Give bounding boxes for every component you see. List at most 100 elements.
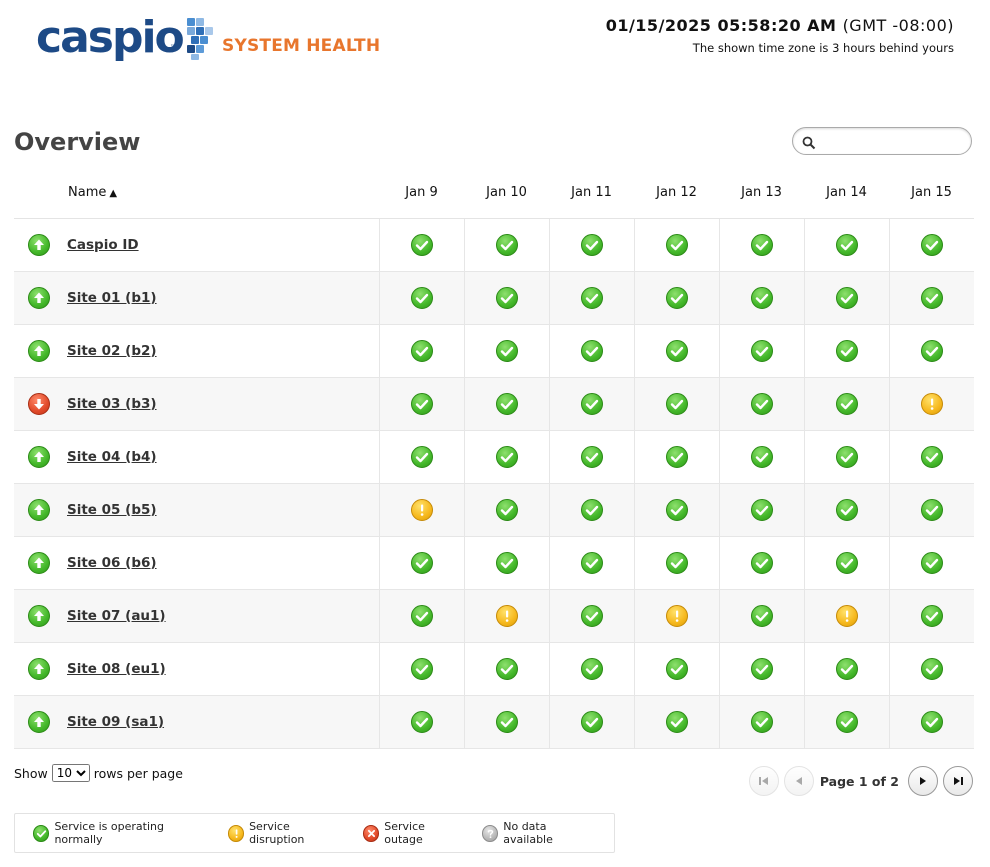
next-page-button[interactable]: [908, 766, 938, 796]
ok-check-icon[interactable]: [750, 657, 773, 680]
warning-icon[interactable]: [835, 604, 858, 627]
column-header-name[interactable]: Name ▲: [14, 168, 379, 219]
ok-check-icon[interactable]: [750, 551, 773, 574]
service-link[interactable]: Site 01 (b1): [67, 289, 157, 306]
status-cell: [463, 218, 549, 272]
service-link[interactable]: Site 09 (sa1): [67, 713, 165, 730]
service-link[interactable]: Site 06 (b6): [67, 554, 157, 571]
service-link[interactable]: Site 08 (eu1): [67, 660, 166, 677]
ok-check-icon[interactable]: [410, 233, 433, 256]
ok-check-icon[interactable]: [835, 498, 858, 521]
ok-check-icon[interactable]: [920, 710, 943, 733]
status-cell: [888, 324, 974, 378]
warning-icon: [227, 824, 245, 842]
ok-check-icon[interactable]: [920, 604, 943, 627]
status-cell: [633, 271, 719, 325]
ok-check-icon[interactable]: [665, 233, 688, 256]
ok-check-icon[interactable]: [835, 233, 858, 256]
ok-check-icon[interactable]: [750, 233, 773, 256]
service-link[interactable]: Site 07 (au1): [67, 607, 166, 624]
service-link[interactable]: Site 03 (b3): [67, 395, 157, 412]
ok-check-icon[interactable]: [835, 710, 858, 733]
search-box[interactable]: [792, 127, 972, 155]
service-link[interactable]: Site 04 (b4): [67, 448, 157, 465]
ok-check-icon[interactable]: [495, 551, 518, 574]
status-cell: [463, 536, 549, 590]
ok-check-icon[interactable]: [920, 233, 943, 256]
ok-check-icon[interactable]: [495, 339, 518, 362]
ok-check-icon[interactable]: [410, 392, 433, 415]
service-link[interactable]: Caspio ID: [67, 236, 139, 253]
ok-check-icon[interactable]: [495, 710, 518, 733]
warning-icon[interactable]: [495, 604, 518, 627]
ok-check-icon[interactable]: [410, 710, 433, 733]
ok-check-icon[interactable]: [920, 551, 943, 574]
ok-check-icon[interactable]: [495, 657, 518, 680]
ok-check-icon[interactable]: [835, 339, 858, 362]
ok-check-icon[interactable]: [750, 286, 773, 309]
service-link[interactable]: Site 02 (b2): [67, 342, 157, 359]
legend-item-outage: Service outage: [362, 820, 464, 846]
ok-check-icon[interactable]: [835, 445, 858, 468]
ok-check-icon[interactable]: [410, 286, 433, 309]
ok-check-icon[interactable]: [665, 392, 688, 415]
rows-per-page-select[interactable]: 10: [51, 764, 90, 782]
status-cell: [378, 377, 464, 431]
warning-icon[interactable]: [920, 392, 943, 415]
ok-check-icon[interactable]: [410, 551, 433, 574]
first-page-button[interactable]: [748, 766, 779, 796]
ok-check-icon[interactable]: [750, 498, 773, 521]
ok-check-icon[interactable]: [750, 445, 773, 468]
ok-check-icon[interactable]: [750, 604, 773, 627]
warning-icon[interactable]: [410, 498, 433, 521]
ok-check-icon[interactable]: [495, 445, 518, 468]
ok-check-icon[interactable]: [580, 339, 603, 362]
ok-check-icon[interactable]: [920, 498, 943, 521]
ok-check-icon[interactable]: [835, 657, 858, 680]
ok-check-icon[interactable]: [410, 339, 433, 362]
ok-check-icon[interactable]: [920, 657, 943, 680]
ok-check-icon[interactable]: [750, 339, 773, 362]
ok-check-icon[interactable]: [410, 445, 433, 468]
ok-check-icon[interactable]: [495, 286, 518, 309]
ok-check-icon[interactable]: [580, 286, 603, 309]
ok-check-icon[interactable]: [665, 445, 688, 468]
ok-check-icon[interactable]: [835, 551, 858, 574]
status-cell: [378, 695, 464, 749]
ok-check-icon[interactable]: [835, 392, 858, 415]
ok-check-icon[interactable]: [495, 498, 518, 521]
arrow-down-icon: [28, 392, 50, 415]
ok-check-icon[interactable]: [665, 551, 688, 574]
search-input[interactable]: [821, 132, 961, 152]
ok-check-icon[interactable]: [580, 498, 603, 521]
service-link[interactable]: Site 05 (b5): [67, 501, 157, 518]
ok-check-icon[interactable]: [580, 710, 603, 733]
ok-check-icon[interactable]: [580, 551, 603, 574]
ok-check-icon[interactable]: [920, 445, 943, 468]
status-cell: [718, 430, 804, 484]
ok-check-icon[interactable]: [665, 339, 688, 362]
warning-icon[interactable]: [665, 604, 688, 627]
legend-item-no-data: No data available: [481, 820, 596, 846]
ok-check-icon[interactable]: [665, 286, 688, 309]
ok-check-icon[interactable]: [580, 445, 603, 468]
ok-check-icon[interactable]: [580, 604, 603, 627]
ok-check-icon[interactable]: [665, 498, 688, 521]
ok-check-icon[interactable]: [665, 657, 688, 680]
ok-check-icon[interactable]: [750, 392, 773, 415]
last-page-button[interactable]: [943, 766, 973, 796]
ok-check-icon[interactable]: [495, 392, 518, 415]
ok-check-icon[interactable]: [495, 233, 518, 256]
ok-check-icon[interactable]: [580, 392, 603, 415]
ok-check-icon[interactable]: [750, 710, 773, 733]
ok-check-icon[interactable]: [835, 286, 858, 309]
ok-check-icon[interactable]: [665, 710, 688, 733]
ok-check-icon[interactable]: [580, 657, 603, 680]
ok-check-icon[interactable]: [580, 233, 603, 256]
ok-check-icon[interactable]: [920, 339, 943, 362]
ok-check-icon[interactable]: [410, 657, 433, 680]
ok-check-icon[interactable]: [920, 286, 943, 309]
ok-check-icon[interactable]: [410, 604, 433, 627]
previous-page-button[interactable]: [783, 766, 814, 796]
status-cell: [463, 430, 549, 484]
